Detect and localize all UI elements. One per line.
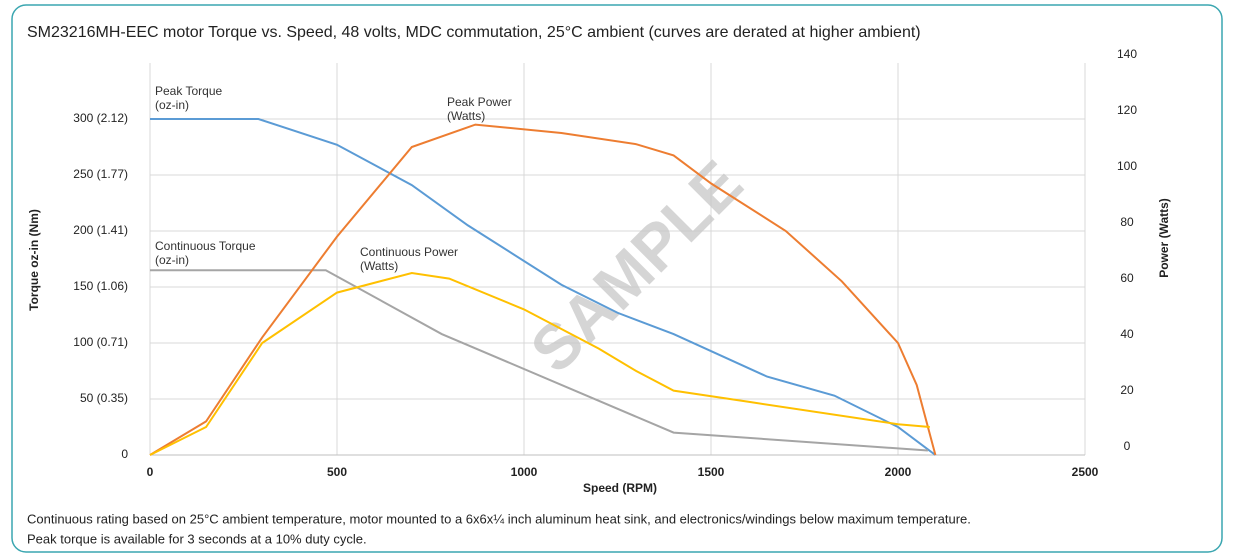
y2-tick-label: 80 — [1120, 215, 1134, 229]
footnote: Peak torque is available for 3 seconds a… — [27, 531, 367, 546]
series-label: Continuous Torque — [155, 239, 256, 253]
x-tick-label: 1000 — [511, 465, 538, 479]
y-tick-label: 150 (1.06) — [73, 279, 128, 293]
y-tick-label: 100 (0.71) — [73, 335, 128, 349]
series-line — [149, 271, 930, 456]
chart-title: SM23216MH-EEC motor Torque vs. Speed, 48… — [27, 24, 921, 41]
series-label: Peak Power — [447, 95, 512, 109]
y-tick-label: 50 (0.35) — [80, 391, 128, 405]
series-label: Peak Torque — [155, 84, 222, 98]
y2-tick-label: 120 — [1117, 103, 1137, 117]
series-line — [150, 118, 936, 456]
x-tick-label: 2000 — [885, 465, 912, 479]
grid — [149, 63, 1086, 456]
series-label-unit: (Watts) — [447, 109, 485, 123]
x-tick-label: 500 — [327, 465, 347, 479]
y-tick-label: 250 (1.77) — [73, 167, 128, 181]
x-tick-label: 1500 — [698, 465, 725, 479]
y2-tick-label: 100 — [1117, 159, 1137, 173]
series-label-unit: (oz-in) — [155, 253, 189, 267]
series-line — [150, 269, 928, 452]
series-label-unit: (oz-in) — [155, 98, 189, 112]
y2-tick-label: 20 — [1120, 383, 1134, 397]
y-tick-label: 200 (1.41) — [73, 223, 128, 237]
y-axis-title: Torque oz-in (Nm) — [27, 209, 41, 311]
series-label: Continuous Power — [360, 245, 458, 259]
series-label-unit: (Watts) — [360, 259, 398, 273]
footnote: Continuous rating based on 25°C ambient … — [27, 511, 971, 526]
y2-tick-label: 60 — [1120, 271, 1134, 285]
y2-axis-title: Power (Watts) — [1157, 198, 1171, 278]
frame — [11, 4, 1223, 553]
x-tick-label: 0 — [147, 465, 154, 479]
x-tick-label: 2500 — [1072, 465, 1099, 479]
y-tick-label: 300 (2.12) — [73, 111, 128, 125]
y2-tick-label: 0 — [1124, 439, 1131, 453]
x-axis-title: Speed (RPM) — [583, 481, 657, 495]
series-line — [149, 123, 937, 456]
y2-tick-label: 140 — [1117, 47, 1137, 61]
y-tick-label: 0 — [121, 447, 128, 461]
y2-tick-label: 40 — [1120, 327, 1134, 341]
